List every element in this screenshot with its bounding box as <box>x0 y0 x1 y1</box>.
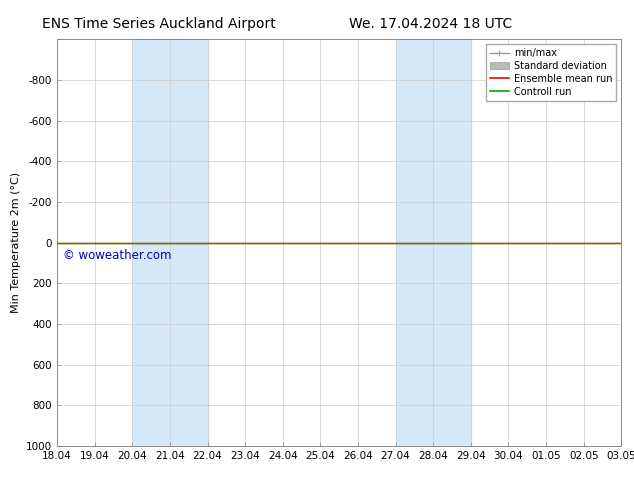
Legend: min/max, Standard deviation, Ensemble mean run, Controll run: min/max, Standard deviation, Ensemble me… <box>486 44 616 100</box>
Bar <box>133 39 207 446</box>
Text: We. 17.04.2024 18 UTC: We. 17.04.2024 18 UTC <box>349 17 513 31</box>
Bar <box>396 39 471 446</box>
Y-axis label: Min Temperature 2m (°C): Min Temperature 2m (°C) <box>11 172 20 313</box>
Text: ENS Time Series Auckland Airport: ENS Time Series Auckland Airport <box>42 17 275 31</box>
Text: © woweather.com: © woweather.com <box>63 248 171 262</box>
